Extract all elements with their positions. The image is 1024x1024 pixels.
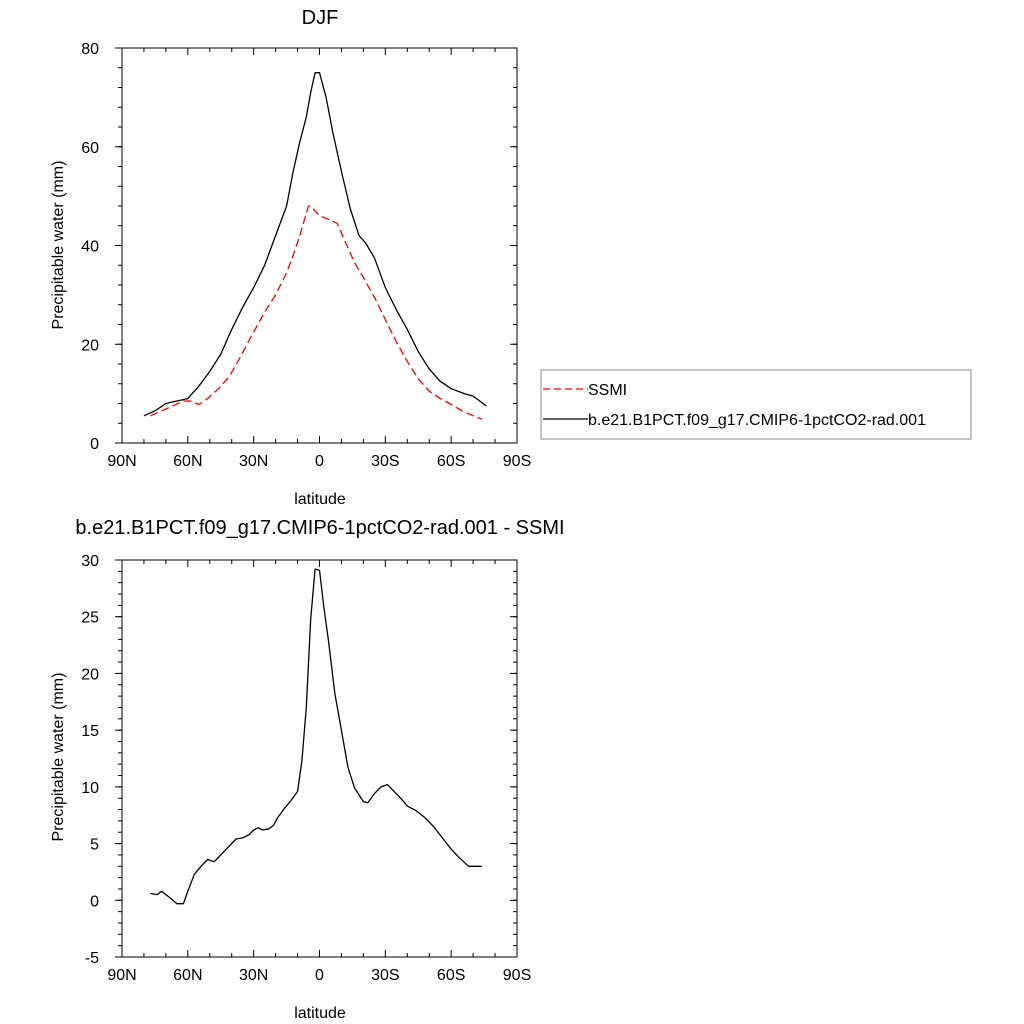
legend-label-ssmi: SSMI (588, 382, 627, 399)
chart-bottom-x-tick-label: 30N (239, 967, 268, 984)
chart-top-x-tick-label: 30S (371, 453, 399, 470)
chart-top-legend: SSMI b.e21.B1PCT.f09_g17.CMIP6-1pctCO2-r… (540, 369, 972, 440)
chart-bottom-y-tick-label: 20 (81, 666, 99, 683)
chart-top-series (143, 72, 487, 420)
chart-bottom-x-tick-label: 30S (371, 967, 399, 984)
chart-bottom-x-tick-label: 60S (437, 967, 465, 984)
chart-top-x-tick-label: 30N (239, 453, 268, 470)
chart-top-x-tick-label: 60N (173, 453, 202, 470)
chart-top-ylabel: Precipitable water (mm) (50, 161, 67, 330)
chart-top-series-line-model (143, 72, 487, 417)
chart-bottom-series-line-diff (150, 568, 482, 905)
chart-bottom-plot-frame (121, 559, 518, 958)
chart-bottom-y-tick-label: 15 (81, 723, 99, 740)
chart-bottom-xlabel: latitude (294, 1005, 346, 1022)
legend-label-model: b.e21.B1PCT.f09_g17.CMIP6-1pctCO2-rad.00… (588, 412, 926, 429)
chart-top-y-tick-label: 0 (90, 436, 99, 453)
chart-top-series-line-ssmi (150, 205, 483, 420)
legend-box (540, 369, 972, 440)
chart-bottom-y-tick-label: 10 (81, 780, 99, 797)
chart-top-xlabel: latitude (294, 491, 346, 508)
chart-top: DJF Precipitable water (mm) latitude 90N… (50, 7, 972, 508)
chart-bottom-x-tick-label: 60N (173, 967, 202, 984)
chart-top-y-tick-label: 80 (81, 41, 99, 58)
chart-top-title: DJF (302, 7, 339, 29)
chart-bottom-y-tick-label: 0 (90, 893, 99, 910)
chart-top-x-tick-label: 90N (107, 453, 136, 470)
chart-bottom-tick-labels: 90N 60N 30N 0 30S 60S 90S -5 0 5 10 15 20 25 30 (81, 553, 531, 984)
chart-top-y-tick-label: 60 (81, 140, 99, 157)
chart-bottom-series (150, 568, 482, 905)
chart-bottom-y-tick-label: 5 (90, 837, 99, 854)
chart-bottom-ticks (115, 559, 518, 958)
chart-top-x-tick-label: 90S (503, 453, 531, 470)
chart-top-x-tick-label: 0 (315, 453, 324, 470)
chart-top-y-tick-label: 20 (81, 337, 99, 354)
chart-bottom-title: b.e21.B1PCT.f09_g17.CMIP6-1pctCO2-rad.00… (75, 517, 564, 539)
chart-bottom-ylabel: Precipitable water (mm) (50, 673, 67, 842)
chart-bottom-y-tick-label: -5 (85, 950, 99, 967)
chart-bottom-y-tick-label: 30 (81, 553, 99, 570)
chart-top-x-tick-label: 60S (437, 453, 465, 470)
chart-bottom-y-tick-label: 25 (81, 610, 99, 627)
chart-bottom-x-tick-label: 90N (107, 967, 136, 984)
chart-bottom-x-tick-label: 90S (503, 967, 531, 984)
chart-bottom: b.e21.B1PCT.f09_g17.CMIP6-1pctCO2-rad.00… (50, 517, 565, 1022)
chart-top-y-tick-label: 40 (81, 239, 99, 256)
chart-top-tick-labels: 90N 60N 30N 0 30S 60S 90S 0 20 40 60 80 (81, 41, 531, 470)
chart-top-plot-frame (121, 47, 518, 444)
chart-bottom-x-tick-label: 0 (315, 967, 324, 984)
